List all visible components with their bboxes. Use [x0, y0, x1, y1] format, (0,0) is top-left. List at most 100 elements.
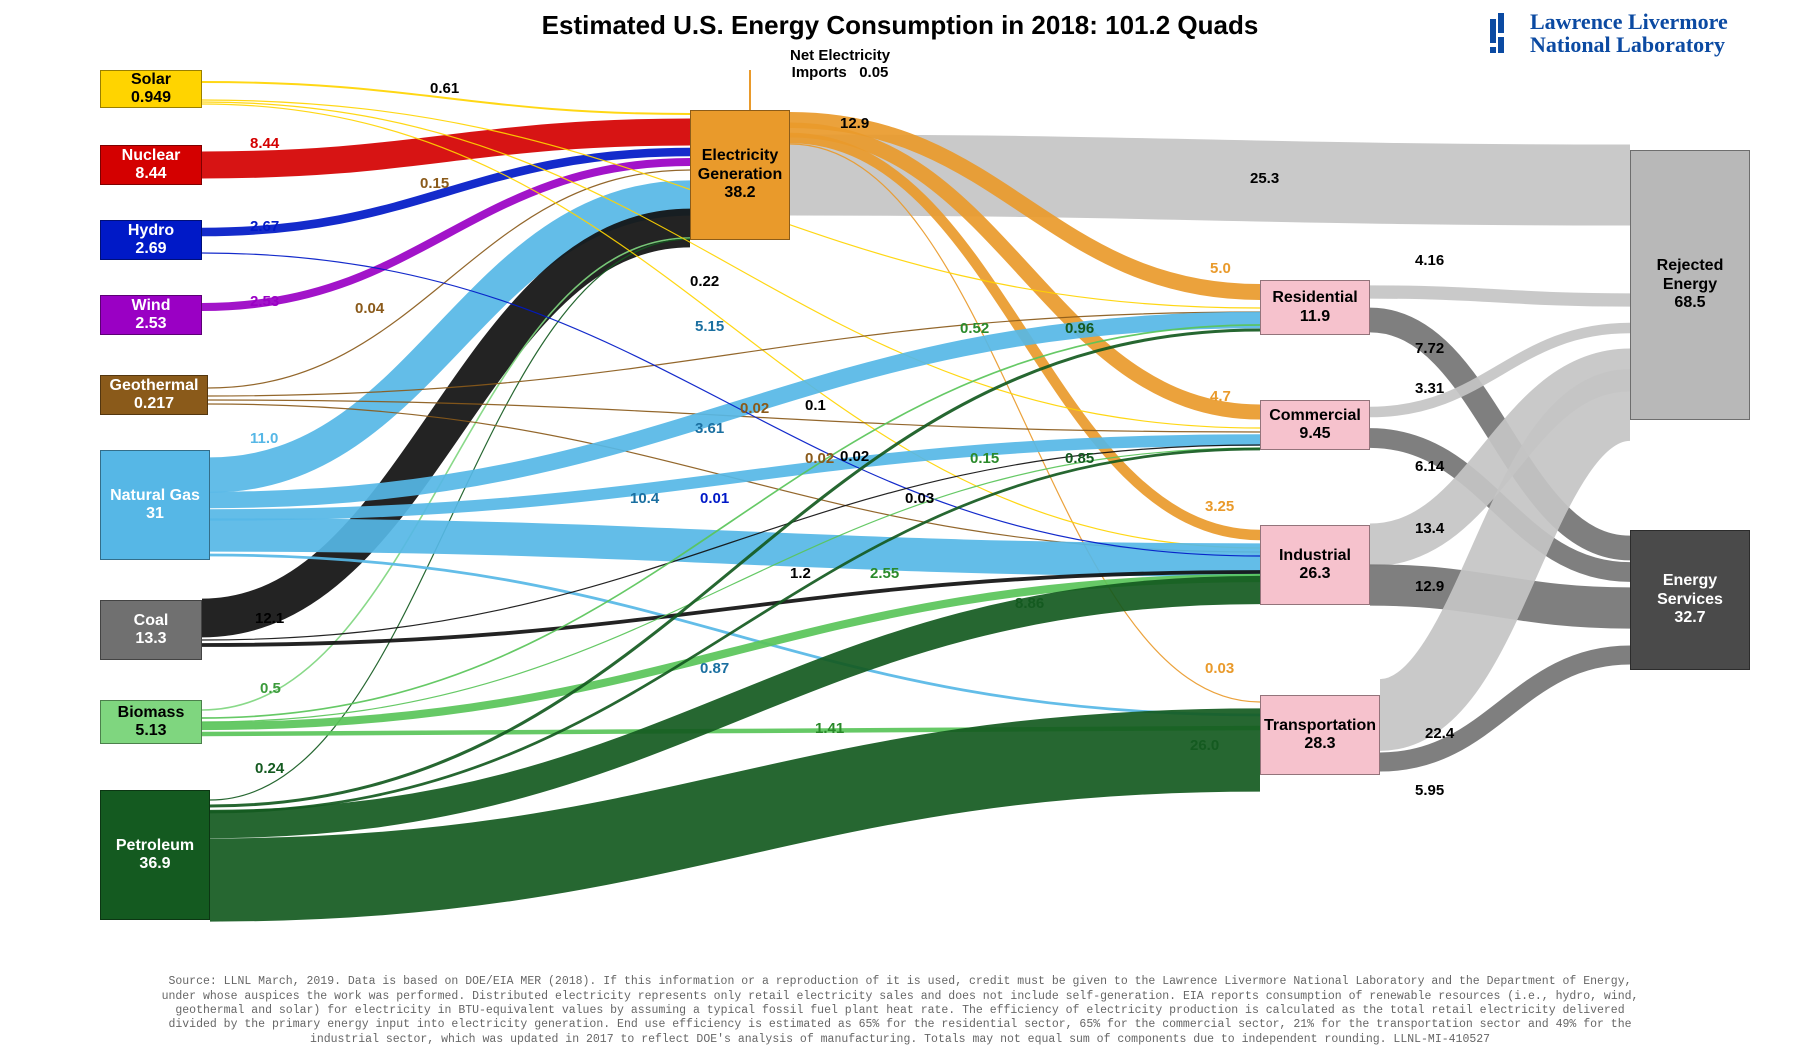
node-petroleum: Petroleum36.9: [100, 790, 210, 920]
node-transport: Transportation28.3: [1260, 695, 1380, 775]
flow-biomass-to-residential: [202, 325, 1260, 718]
flow-petroleum-to-residential: [210, 330, 1260, 806]
flow-label-coal-elecgen: 12.1: [255, 610, 284, 627]
flow-label-industrial-services: 12.9: [1415, 578, 1444, 595]
flow-geothermal-to-industrial: [208, 404, 1260, 552]
flow-label-petroleum-transport: 26.0: [1190, 737, 1219, 754]
node-biomass: Biomass5.13: [100, 700, 202, 744]
flow-label-natgas-commercial: 3.61: [695, 420, 724, 437]
flow-geothermal-to-residential: [208, 312, 1260, 396]
node-solar: Solar0.949: [100, 70, 202, 108]
flow-label-coal-industrial: 1.2: [790, 565, 811, 582]
flow-label-natgas-elecgen: 11.0: [250, 430, 278, 447]
flow-coal-to-elecgen: [202, 228, 690, 618]
flow-label-natgas-industrial: 10.4: [630, 490, 659, 507]
flow-label-solar-commercial: 0.1: [805, 397, 826, 414]
flow-label-petroleum-industrial: 8.86: [1015, 595, 1044, 612]
flow-label-industrial-rejected: 13.4: [1415, 520, 1444, 537]
node-geothermal: Geothermal0.217: [100, 375, 208, 415]
flow-label-natgas-residential: 5.15: [695, 318, 724, 335]
flow-geothermal-to-commercial: [208, 400, 1260, 432]
flow-label-elecgen-residential: 5.0: [1210, 260, 1231, 277]
flow-natgas-to-industrial: [210, 535, 1260, 560]
flow-geothermal-to-elecgen: [208, 170, 690, 388]
source-footnote: Source: LLNL March, 2019. Data is based …: [150, 975, 1650, 1047]
flow-label-elecgen-industrial: 3.25: [1205, 498, 1234, 515]
flow-commercial-to-services: [1370, 438, 1630, 572]
flow-natgas-to-residential: [210, 320, 1260, 500]
llnl-logo-bars-icon: [1490, 13, 1526, 53]
flow-elecgen-to-residential: [790, 120, 1260, 292]
logo-line1: Lawrence Livermore: [1530, 9, 1728, 34]
node-nuclear: Nuclear8.44: [100, 145, 202, 185]
node-natgas: Natural Gas31: [100, 450, 210, 560]
flow-industrial-to-services: [1370, 585, 1630, 608]
flow-label-biomass-transport: 1.41: [815, 720, 844, 737]
flow-label-commercial-services: 6.14: [1415, 458, 1444, 475]
flow-label-natgas-transport: 0.87: [700, 660, 729, 677]
flow-label-petroleum-elecgen: 0.24: [255, 760, 284, 777]
flow-petroleum-to-commercial: [210, 449, 1260, 812]
net-electricity-imports-label: Net Electricity Imports 0.05: [790, 48, 890, 81]
flow-label-petroleum-residential: 0.96: [1065, 320, 1094, 337]
flow-natgas-to-commercial: [210, 440, 1260, 515]
flow-coal-to-industrial: [202, 572, 1260, 645]
flow-label-transport-rejected: 22.4: [1425, 725, 1454, 742]
flow-biomass-to-industrial: [202, 578, 1260, 726]
flow-biomass-to-transport: [202, 728, 1260, 734]
llnl-logo: Lawrence Livermore National Laboratory: [1490, 10, 1770, 56]
flow-label-transport-services: 5.95: [1415, 782, 1444, 799]
flow-label-elecgen-transport: 0.03: [1205, 660, 1234, 677]
node-wind: Wind2.53: [100, 295, 202, 335]
node-coal: Coal13.3: [100, 600, 202, 660]
flow-label-nuclear-elecgen: 8.44: [250, 135, 279, 152]
flow-label-solar-industrial: 0.03: [905, 490, 934, 507]
node-residential: Residential11.9: [1260, 280, 1370, 335]
flow-elecgen-to-transport: [790, 144, 1260, 702]
logo-line2: National Laboratory: [1530, 32, 1725, 57]
flow-biomass-to-commercial: [202, 448, 1260, 722]
flow-label-hydro-industrial: 0.01: [700, 490, 729, 507]
flow-transport-to-rejected: [1380, 405, 1630, 715]
flow-label-residential-services: 7.72: [1415, 340, 1444, 357]
flow-label-residential-rejected: 4.16: [1415, 252, 1444, 269]
flow-label-geothermal-elecgen: 0.15: [420, 175, 449, 192]
elecgen-output-total-label: 12.9: [840, 115, 869, 132]
flow-label-coal-commercial: 0.02: [840, 448, 869, 465]
flow-elecgen-to-commercial: [790, 130, 1260, 412]
flow-label-solar-elecgen: 0.61: [430, 80, 459, 97]
flow-label-geothermal-commercial: 0.02: [740, 400, 769, 417]
flow-elecgen-to-industrial: [790, 138, 1260, 535]
flow-transport-to-services: [1380, 655, 1630, 762]
flow-label-petroleum-commercial: 0.85: [1065, 450, 1094, 467]
node-hydro: Hydro2.69: [100, 220, 202, 260]
flow-label-geothermal-residential: 0.04: [355, 300, 384, 317]
flow-petroleum-to-industrial: [210, 590, 1260, 824]
sankey-flows-layer: [0, 0, 1800, 1059]
flow-petroleum-to-transport: [210, 750, 1260, 880]
flow-label-elecgen-rejected: 25.3: [1250, 170, 1279, 187]
flow-natgas-to-transport: [210, 555, 1260, 715]
flow-label-biomass-elecgen: 0.5: [260, 680, 281, 697]
node-services: Energy Services32.7: [1630, 530, 1750, 670]
flow-label-wind-elecgen: 2.53: [250, 293, 279, 310]
flow-elecgen-to-rejected: [790, 175, 1630, 185]
flow-commercial-to-rejected: [1370, 328, 1630, 412]
flow-label-commercial-rejected: 3.31: [1415, 380, 1444, 397]
node-rejected: Rejected Energy68.5: [1630, 150, 1750, 420]
flow-petroleum-to-elecgen: [210, 239, 690, 800]
flow-residential-to-services: [1370, 320, 1630, 548]
flow-label-biomass-residential: 0.52: [960, 320, 989, 337]
flow-label-biomass-commercial: 0.15: [970, 450, 999, 467]
flow-hydro-to-industrial: [202, 253, 1260, 556]
flow-industrial-to-rejected: [1370, 370, 1630, 545]
flow-coal-to-commercial: [202, 445, 1260, 640]
flow-residential-to-rejected: [1370, 292, 1630, 300]
flow-label-hydro-elecgen: 2.67: [250, 218, 279, 235]
flow-natgas-to-elecgen: [210, 198, 690, 475]
flow-label-solar-residential: 0.22: [690, 273, 719, 290]
node-industrial: Industrial26.3: [1260, 525, 1370, 605]
flow-label-geothermal-industrial: 0.02: [805, 450, 834, 467]
node-commercial: Commercial9.45: [1260, 400, 1370, 450]
node-elecgen: Electricity Generation38.2: [690, 110, 790, 240]
